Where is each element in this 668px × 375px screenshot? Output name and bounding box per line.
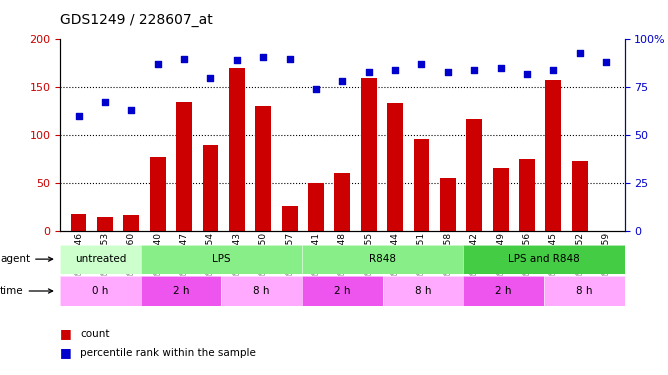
Text: agent: agent <box>0 254 53 264</box>
Point <box>232 57 242 63</box>
Bar <box>150 157 166 231</box>
Bar <box>387 104 403 231</box>
Bar <box>229 68 244 231</box>
Bar <box>308 183 324 231</box>
Bar <box>124 215 139 231</box>
Point <box>258 54 269 60</box>
Bar <box>97 217 113 231</box>
Point <box>337 78 348 84</box>
Text: 8 h: 8 h <box>253 286 270 296</box>
Bar <box>493 168 508 231</box>
Text: 8 h: 8 h <box>576 286 593 296</box>
Point <box>469 67 480 73</box>
Text: count: count <box>80 329 110 339</box>
Text: ■: ■ <box>60 327 72 340</box>
Point <box>416 61 427 67</box>
Point <box>100 99 110 105</box>
Bar <box>572 161 588 231</box>
Point <box>179 56 190 62</box>
Point <box>73 113 84 119</box>
Point <box>495 65 506 71</box>
Bar <box>440 178 456 231</box>
Point <box>522 71 532 77</box>
Bar <box>361 78 377 231</box>
Bar <box>255 106 271 231</box>
Text: ■: ■ <box>60 346 72 359</box>
Point <box>442 69 453 75</box>
Bar <box>413 139 430 231</box>
Text: untreated: untreated <box>75 254 126 264</box>
Point <box>126 107 137 113</box>
Text: time: time <box>0 286 53 296</box>
Bar <box>71 214 86 231</box>
Bar <box>176 102 192 231</box>
Text: percentile rank within the sample: percentile rank within the sample <box>80 348 256 357</box>
Bar <box>282 206 297 231</box>
Point <box>152 61 163 67</box>
Text: GDS1249 / 228607_at: GDS1249 / 228607_at <box>60 13 213 27</box>
Bar <box>546 80 561 231</box>
Point <box>601 59 611 65</box>
Text: 8 h: 8 h <box>415 286 432 296</box>
Text: 2 h: 2 h <box>173 286 189 296</box>
Bar <box>519 159 535 231</box>
Text: 2 h: 2 h <box>496 286 512 296</box>
Point <box>205 75 216 81</box>
Bar <box>202 145 218 231</box>
Point <box>389 67 400 73</box>
Point <box>311 86 321 92</box>
Text: LPS and R848: LPS and R848 <box>508 254 580 264</box>
Text: R848: R848 <box>369 254 396 264</box>
Point <box>548 67 558 73</box>
Text: 0 h: 0 h <box>92 286 109 296</box>
Bar <box>335 173 350 231</box>
Text: 2 h: 2 h <box>334 286 351 296</box>
Bar <box>466 119 482 231</box>
Text: LPS: LPS <box>212 254 230 264</box>
Point <box>574 50 585 56</box>
Point <box>363 69 374 75</box>
Point <box>285 56 295 62</box>
